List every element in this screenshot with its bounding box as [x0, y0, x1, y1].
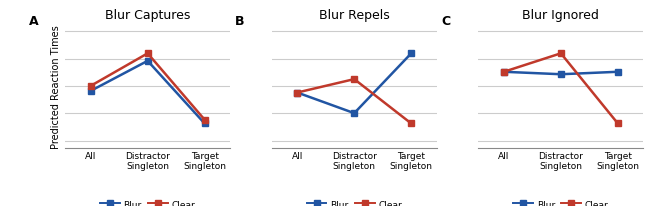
- Legend: Blur, Clear: Blur, Clear: [100, 200, 195, 206]
- Legend: Blur, Clear: Blur, Clear: [307, 200, 402, 206]
- Y-axis label: Predicted Reaction Times: Predicted Reaction Times: [51, 25, 61, 148]
- Title: Blur Repels: Blur Repels: [319, 9, 389, 22]
- Legend: Blur, Clear: Blur, Clear: [514, 200, 608, 206]
- Text: B: B: [235, 15, 245, 28]
- Title: Blur Ignored: Blur Ignored: [523, 9, 599, 22]
- Title: Blur Captures: Blur Captures: [105, 9, 190, 22]
- Text: A: A: [29, 15, 38, 28]
- Text: C: C: [442, 15, 451, 28]
